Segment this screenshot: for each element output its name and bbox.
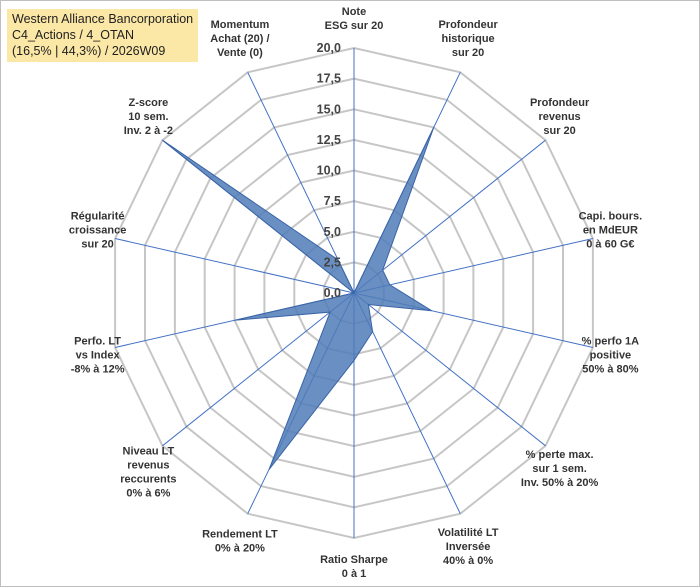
info-company: Western Alliance Bancorporation [12,12,194,26]
tick-label: 12,5 [317,133,341,147]
axis-label: Profondeur revenus sur 20 [530,97,590,137]
tick-label: 7,5 [324,194,341,208]
axis-spoke [247,72,355,294]
tick-label: 5,0 [324,225,341,239]
tick-label: 17,5 [317,72,341,86]
info-category: C4_Actions / 4_OTAN [12,28,135,42]
axis-label: Volatilité LT Inversée 40% à 0% [438,527,499,567]
axis-label: Z-score 10 sem. Inv. 2 à -2 [124,97,173,137]
radial-tick-labels: 0,0 2,5 5,0 7,5 10,0 12,5 15,0 17,5 20,0 [317,41,341,300]
radar-series [162,127,435,470]
axis-label: Perfo. LT vs Index -8% à 12% [71,336,125,376]
tick-label: 20,0 [317,41,341,55]
axis-spoke [353,139,546,294]
axis-labels: Note ESG sur 20 Profondeur historique sur 20… [69,6,642,580]
axis-spoke [114,238,355,294]
axis-label: Régularité croissance sur 20 [69,210,126,250]
axis-label: Ratio Sharpe 0 à 1 [320,554,388,580]
axis-label: Niveau LT revenus reccurents 0% à 6% [120,446,176,500]
tick-label: 0,0 [324,286,341,300]
info-box: Western Alliance Bancorporation C4_Actio… [7,9,199,62]
axis-label: Note ESG sur 20 [325,6,384,32]
axis-label: % perte max. sur 1 sem. Inv. 50% à 20% [521,449,599,489]
axis-label: % perfo 1A positive 50% à 80% [582,336,640,376]
axis-label: Momentum Achat (20) / Vente (0) [210,19,269,59]
tick-label: 10,0 [317,164,341,178]
axis-label: Rendement LT 0% à 20% [202,528,278,554]
axis-spoke [353,292,546,447]
info-stats: (16,5% | 44,3%) / 2026W09 [12,44,166,58]
axis-label: Profondeur historique sur 20 [438,19,498,59]
axis-label: Capi. bours. en MdEUR 0 à 60 G€ [579,210,643,250]
tick-label: 2,5 [324,255,341,269]
axis-spoke [353,238,594,294]
axis-spoke [162,292,355,447]
tick-label: 15,0 [317,102,341,116]
series-area [162,127,435,470]
